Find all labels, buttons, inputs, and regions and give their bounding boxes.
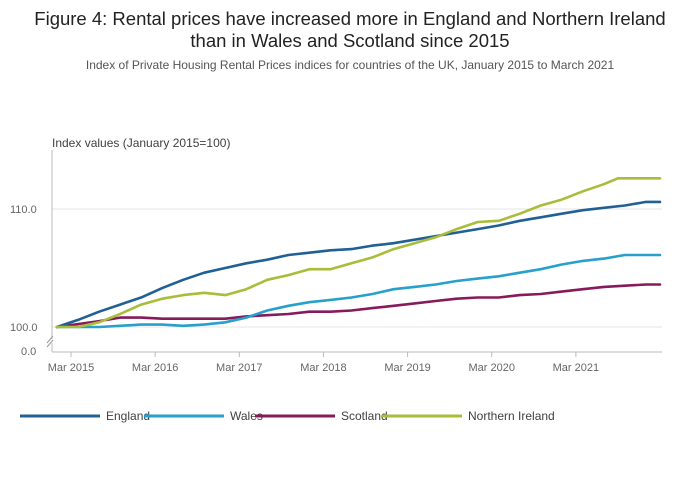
legend-label: Scotland [341, 409, 388, 423]
y-axis-label: Index values (January 2015=100) [52, 136, 230, 150]
x-tick-label: Mar 2017 [216, 362, 262, 374]
series-line-northern-ireland [55, 177, 662, 329]
gridlines: 100.0 110.0 0.0 [10, 204, 662, 358]
x-tick-label: Mar 2015 [48, 362, 94, 374]
series-lines [55, 177, 662, 329]
x-tick-label: Mar 2016 [132, 362, 178, 374]
axes: Mar 2015 Mar 2016 Mar 2017 Mar 2018 Mar 2019… [46, 150, 662, 374]
axis-break-mark [46, 335, 54, 344]
legend-item-scotland: Scotland [255, 409, 388, 423]
y-tick-label: 110.0 [10, 204, 37, 216]
x-tick-label: Mar 2019 [384, 362, 430, 374]
legend-item-england: England [20, 409, 150, 423]
legend-label: England [106, 409, 150, 423]
legend-item-wales: Wales [144, 409, 263, 423]
y-tick-label-zero: 0.0 [21, 346, 36, 358]
x-tick-label: Mar 2020 [468, 362, 514, 374]
y-tick-label: 100.0 [10, 322, 38, 334]
legend-item-northern-ireland: Northern Ireland [382, 409, 555, 423]
legend-label: Wales [230, 409, 263, 423]
x-tick-label: Mar 2021 [553, 362, 599, 374]
legend: England Wales Scotland Northern Ireland [20, 409, 555, 423]
legend-label: Northern Ireland [468, 409, 555, 423]
chart-title: Figure 4: Rental prices have increased m… [34, 8, 666, 51]
axis-break-mark [46, 339, 54, 348]
series-line-england [55, 200, 662, 329]
x-tick-label: Mar 2018 [300, 362, 346, 374]
series-line-wales [55, 253, 662, 329]
chart-subtitle: Index of Private Housing Rental Prices i… [85, 58, 615, 72]
series-line-scotland [55, 283, 662, 329]
